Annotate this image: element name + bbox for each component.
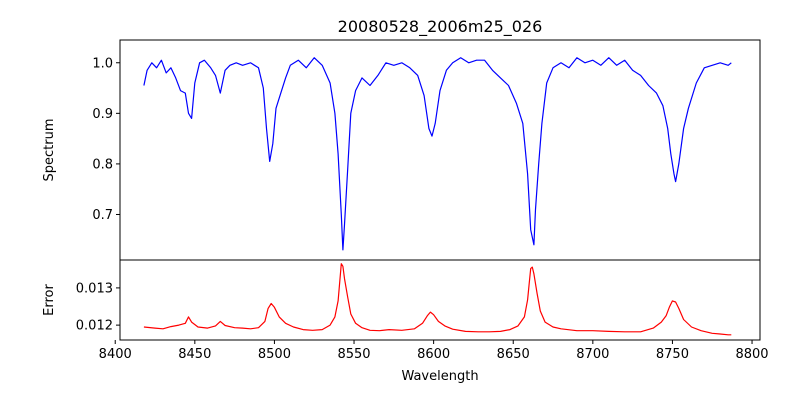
error-xtick-label: 8800	[735, 347, 768, 362]
error-axes-frame	[119, 259, 761, 341]
error-xtick-label: 8400	[99, 347, 132, 362]
chart-title: 20080528_2006m25_026	[338, 17, 543, 37]
error-xtick-label: 8600	[417, 347, 450, 362]
error-series-line-0	[143, 263, 732, 336]
error-panel: 0.012 0.013 8400 8450 8500 8550 8600 8650 8700 87…	[42, 259, 769, 362]
error-xtick-label: 8450	[178, 347, 211, 362]
error-y-axis-label: Error	[42, 284, 57, 316]
spectrum-ytick-label: 0.8	[92, 157, 113, 172]
spectrum-series-line-0	[143, 57, 732, 251]
error-xtick-label: 8650	[497, 347, 530, 362]
spectrum-ytick-label: 0.7	[92, 208, 113, 223]
spectrum-ytick-label: 1.0	[92, 56, 113, 71]
error-xtick-label: 8700	[576, 347, 609, 362]
error-ytick-label: 0.012	[76, 319, 113, 334]
error-xtick-label: 8550	[337, 347, 370, 362]
x-axis-label: Wavelength	[401, 369, 478, 384]
error-xtick-label: 8750	[656, 347, 689, 362]
error-xtick-label: 8500	[258, 347, 291, 362]
spectrum-y-axis-label: Spectrum	[42, 119, 57, 182]
spectrum-ytick-label: 0.9	[92, 107, 113, 122]
error-ytick-label: 0.013	[76, 281, 113, 296]
